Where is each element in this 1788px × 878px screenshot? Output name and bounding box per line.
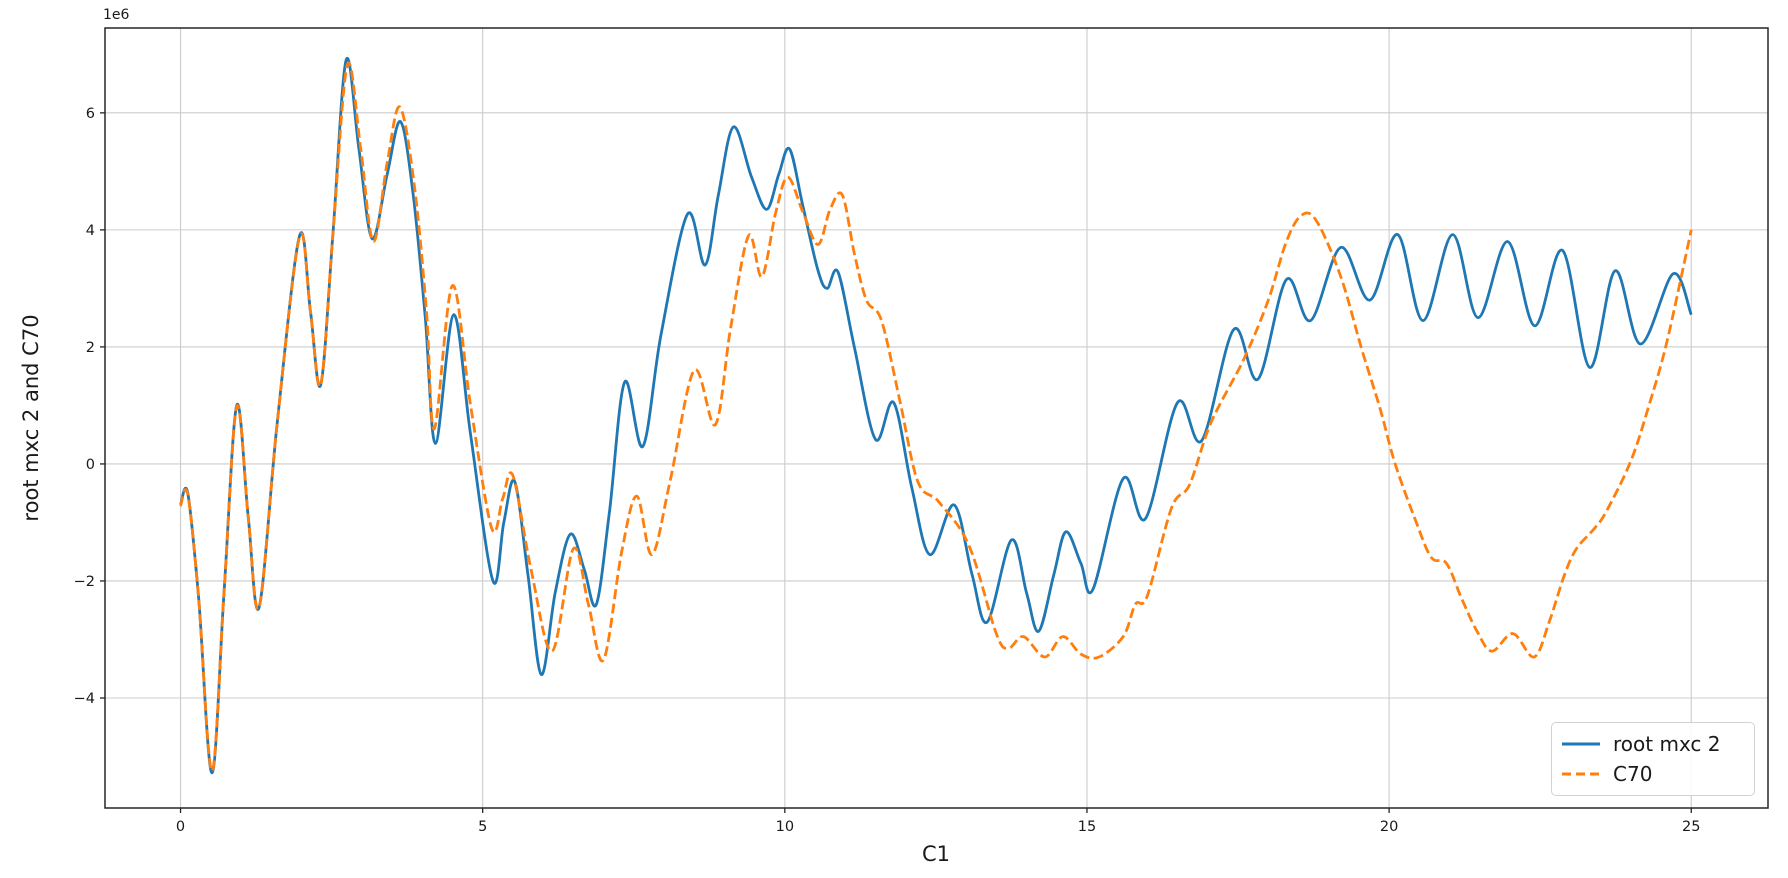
series-line-c70 xyxy=(179,61,1693,773)
legend-item-c70: C70 xyxy=(1561,764,1744,784)
x-tick-label: 10 xyxy=(776,819,794,835)
x-axis-label: C1 xyxy=(921,842,951,866)
plot-border xyxy=(104,27,1769,809)
y-tick-label: −2 xyxy=(74,574,95,590)
y-tick-label: 0 xyxy=(86,457,95,473)
legend-label: root mxc 2 xyxy=(1613,732,1721,756)
x-tick-label: 25 xyxy=(1682,819,1700,835)
legend-item-root-mxc-2: root mxc 2 xyxy=(1561,734,1744,754)
x-tick-label: 20 xyxy=(1380,819,1398,835)
y-tick-label: −4 xyxy=(74,691,95,707)
y-axis-label: root mxc 2 and C70 xyxy=(19,314,43,522)
series-line-root-mxc-2 xyxy=(179,56,1693,775)
legend: root mxc 2 C70 xyxy=(1551,722,1755,796)
y-tick-label: 6 xyxy=(86,106,95,122)
legend-line-sample-solid xyxy=(1562,742,1600,746)
x-tick-label: 15 xyxy=(1078,819,1096,835)
y-tick-label: 4 xyxy=(86,223,95,239)
x-tick-label: 5 xyxy=(478,819,487,835)
legend-label: C70 xyxy=(1613,762,1653,786)
y-axis-offset-text: 1e6 xyxy=(103,7,130,23)
y-tick-label: 2 xyxy=(86,340,95,356)
x-tick-label: 0 xyxy=(176,819,185,835)
legend-line-sample-dashed xyxy=(1562,772,1600,776)
